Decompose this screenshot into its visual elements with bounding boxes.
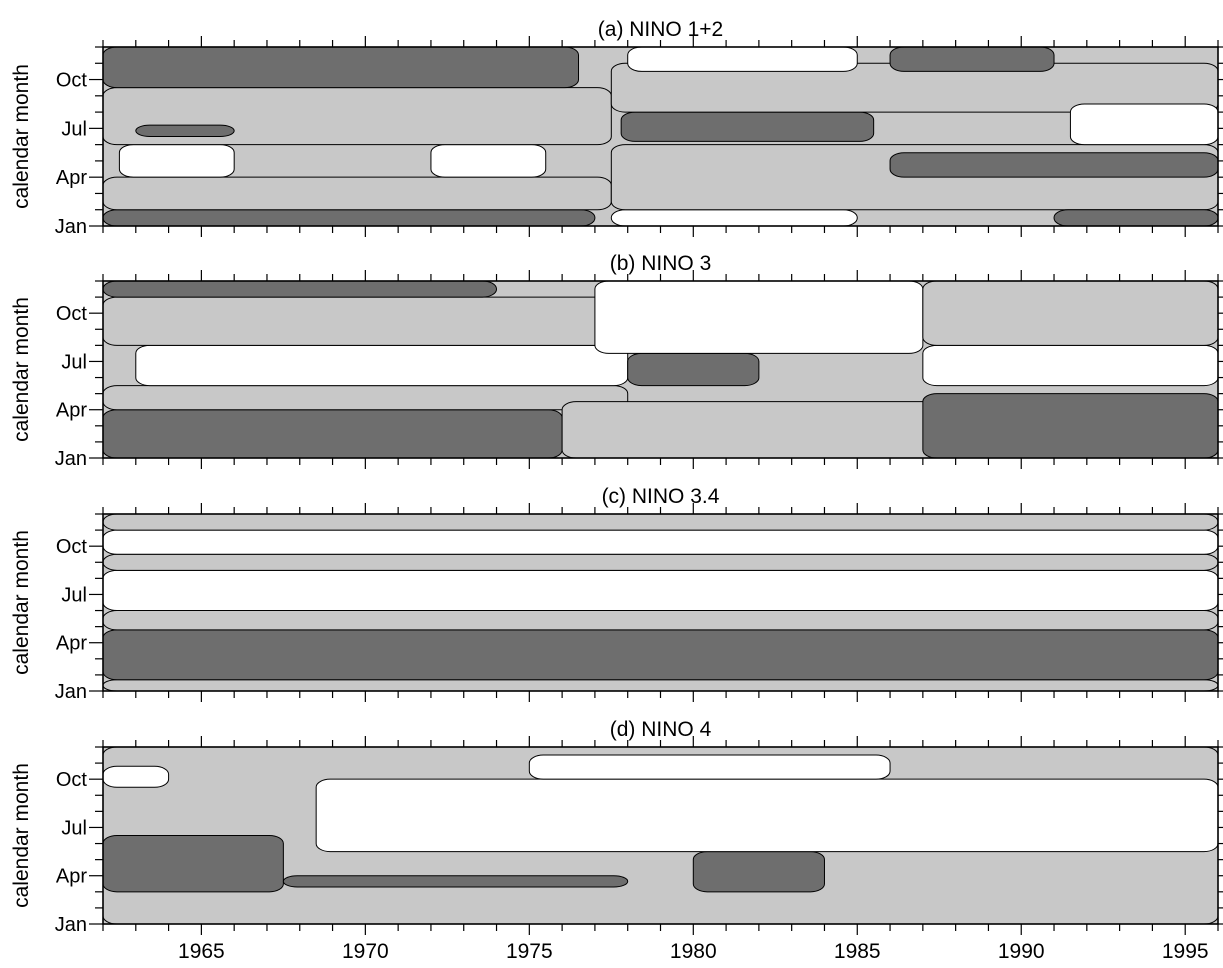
y-tick-label: Oct [56,70,88,92]
y-tick-label: Jan [55,216,87,238]
contour-region [1053,209,1218,226]
contour-region [103,553,1218,571]
contour-region [103,47,580,89]
x-tick-label: 1970 [342,940,389,963]
contour-region [103,610,1218,631]
y-tick-label: Jul [61,584,87,606]
y-tick-label: Oct [56,303,88,325]
y-tick-label: Jan [55,681,87,703]
x-tick-label: 1980 [670,940,717,963]
x-tick-label: 1965 [178,940,225,963]
contour-field [103,747,1218,924]
x-axis: 1965 1970 1975 1980 1985 1990 1995 [178,940,1209,963]
contour-region [118,144,235,178]
contour-field [103,514,1218,691]
contour-region [610,209,858,226]
panel-title: (d) NINO 4 [610,718,712,741]
contour-region [430,144,547,178]
x-tick-label: 1985 [834,940,881,963]
contour-region [103,385,629,411]
contour-region [315,778,1218,853]
contour-region [135,344,629,387]
x-tick-label: 1990 [998,940,1045,963]
contour-region [528,754,891,780]
contour-region [922,393,1218,458]
panel-2: (c) NINO 3.4 calendar month Jan Apr Jul Oct [10,485,1223,703]
y-tick-label: Apr [56,866,87,888]
contour-region [103,409,563,458]
contour-region [103,679,1218,691]
y-axis-label: calendar month [10,763,33,908]
contour-region [103,281,498,298]
contour-region [103,765,170,788]
panel-1: (b) NINO 3 calendar month Jan Apr Jul Oct [10,252,1223,470]
y-axis-label: calendar month [10,530,33,675]
panel-title: (c) NINO 3.4 [602,485,720,508]
panel-title: (b) NINO 3 [610,252,712,275]
contour-region [889,47,1055,72]
panel-0: (a) NINO 1+2 calendar month Jan Apr Jul Oct [10,18,1223,238]
contour-field [103,47,1218,226]
y-tick-label: Jul [61,817,87,839]
contour-region [135,124,235,138]
contour-field [103,281,1218,458]
panel-3: (d) NINO 4 calendar month Jan Apr Jul Oct [10,718,1223,936]
contour-region [922,281,1218,346]
y-tick-label: Apr [56,167,87,189]
y-tick-label: Oct [56,536,88,558]
y-tick-label: Jan [55,914,87,936]
x-tick-label: 1995 [1162,940,1209,963]
contour-region [103,569,1218,612]
contour-region [103,629,1218,681]
contour-region [282,875,629,888]
panel-title: (a) NINO 1+2 [598,18,723,41]
contour-region [627,47,858,72]
contour-region [692,851,825,893]
y-tick-label: Oct [56,769,88,791]
y-tick-label: Apr [56,633,87,655]
contour-region [103,514,1218,531]
contour-region [594,281,924,354]
contour-region [103,529,1218,555]
contour-region [1069,103,1218,146]
y-tick-label: Jul [61,118,87,140]
contour-region [103,835,284,893]
contour-region [922,344,1218,387]
y-tick-label: Jan [55,448,87,470]
contour-region [103,176,612,211]
y-tick-label: Apr [56,400,87,422]
y-tick-label: Jul [61,351,87,373]
contour-region [103,296,661,346]
contour-region [889,152,1218,178]
y-axis-label: calendar month [10,297,33,442]
x-tick-label: 1975 [506,940,553,963]
contour-region [627,352,760,387]
y-axis-label: calendar month [10,64,33,209]
contour-region [620,111,875,142]
contour-region [103,209,596,226]
